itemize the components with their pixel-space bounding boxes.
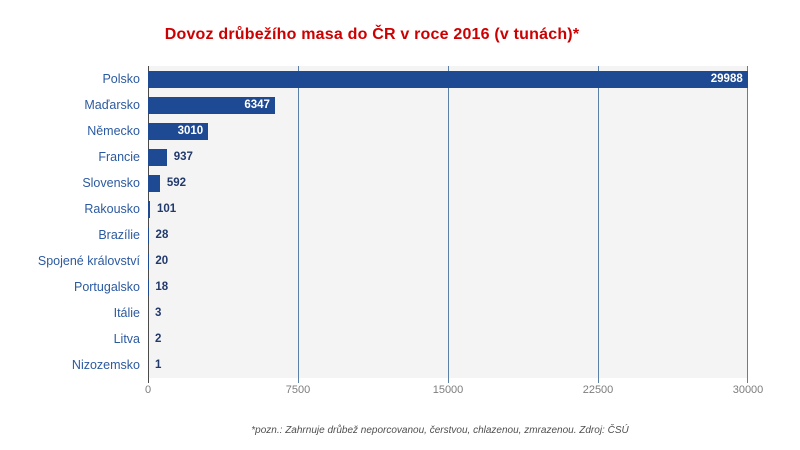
- bar-row: 20: [148, 248, 748, 274]
- bar: [148, 96, 275, 114]
- gridline: [598, 66, 599, 383]
- value-label: 3: [155, 307, 162, 319]
- category-label: Polsko: [102, 72, 140, 86]
- bar: [148, 122, 209, 140]
- bar: [148, 226, 149, 244]
- category-label: Itálie: [113, 306, 140, 320]
- bar-row: 3: [148, 300, 748, 326]
- plot-area: 29988 6347 3010 937 592 101 28 20 18 3 2 1: [148, 66, 748, 383]
- x-tick-label: 15000: [432, 384, 464, 396]
- x-tick-label: 22500: [582, 384, 614, 396]
- bar: [148, 148, 167, 166]
- bar-row: 28: [148, 222, 748, 248]
- bar-row: 2: [148, 326, 748, 352]
- category-label: Rakousko: [84, 202, 140, 216]
- value-label: 20: [155, 255, 169, 267]
- category-label: Portugalsko: [73, 280, 140, 294]
- bar-row: 937: [148, 144, 748, 170]
- gridline: [747, 66, 748, 383]
- y-axis-line: [148, 66, 149, 383]
- bar-row: 6347: [148, 92, 748, 118]
- bar-row: 3010: [148, 118, 748, 144]
- category-label: Spojené království: [37, 254, 140, 268]
- bar-row: 101: [148, 196, 748, 222]
- value-label: 1: [155, 359, 162, 371]
- category-label: Německo: [87, 124, 140, 138]
- x-axis-labels: 0 7500 15000 22500 30000: [144, 384, 763, 400]
- category-label: Slovensko: [82, 176, 140, 190]
- value-label: 29988: [710, 72, 743, 85]
- footnote: *pozn.: Zahrnuje drůbež neporcovanou, če…: [251, 425, 629, 436]
- category-label: Francie: [98, 150, 140, 164]
- value-label: 592: [166, 177, 187, 189]
- bar-row: 1: [148, 352, 748, 378]
- category-label: Litva: [113, 332, 140, 346]
- value-label: 6347: [244, 98, 270, 111]
- bar: [148, 70, 748, 88]
- bar: [148, 200, 151, 218]
- value-label: 18: [155, 281, 169, 293]
- category-label: Maďarsko: [84, 98, 140, 112]
- gridline: [448, 66, 449, 383]
- value-label: 28: [155, 229, 169, 241]
- bar-row: 18: [148, 274, 748, 300]
- value-label: 101: [157, 203, 177, 215]
- bar: [148, 174, 160, 192]
- bar-row: 592: [148, 170, 748, 196]
- value-label: 2: [155, 333, 162, 345]
- value-label: 937: [173, 151, 193, 163]
- category-label: Nizozemsko: [71, 358, 140, 372]
- x-tick-label: 30000: [732, 384, 764, 396]
- x-tick-label: 0: [144, 384, 152, 396]
- bar-row: 29988: [148, 66, 748, 92]
- value-label: 3010: [177, 124, 204, 137]
- gridline: [298, 66, 299, 383]
- category-label: Brazílie: [98, 228, 140, 242]
- chart-title: Dovoz drůbežího masa do ČR v roce 2016 (…: [164, 26, 580, 43]
- x-tick-label: 7500: [285, 384, 311, 396]
